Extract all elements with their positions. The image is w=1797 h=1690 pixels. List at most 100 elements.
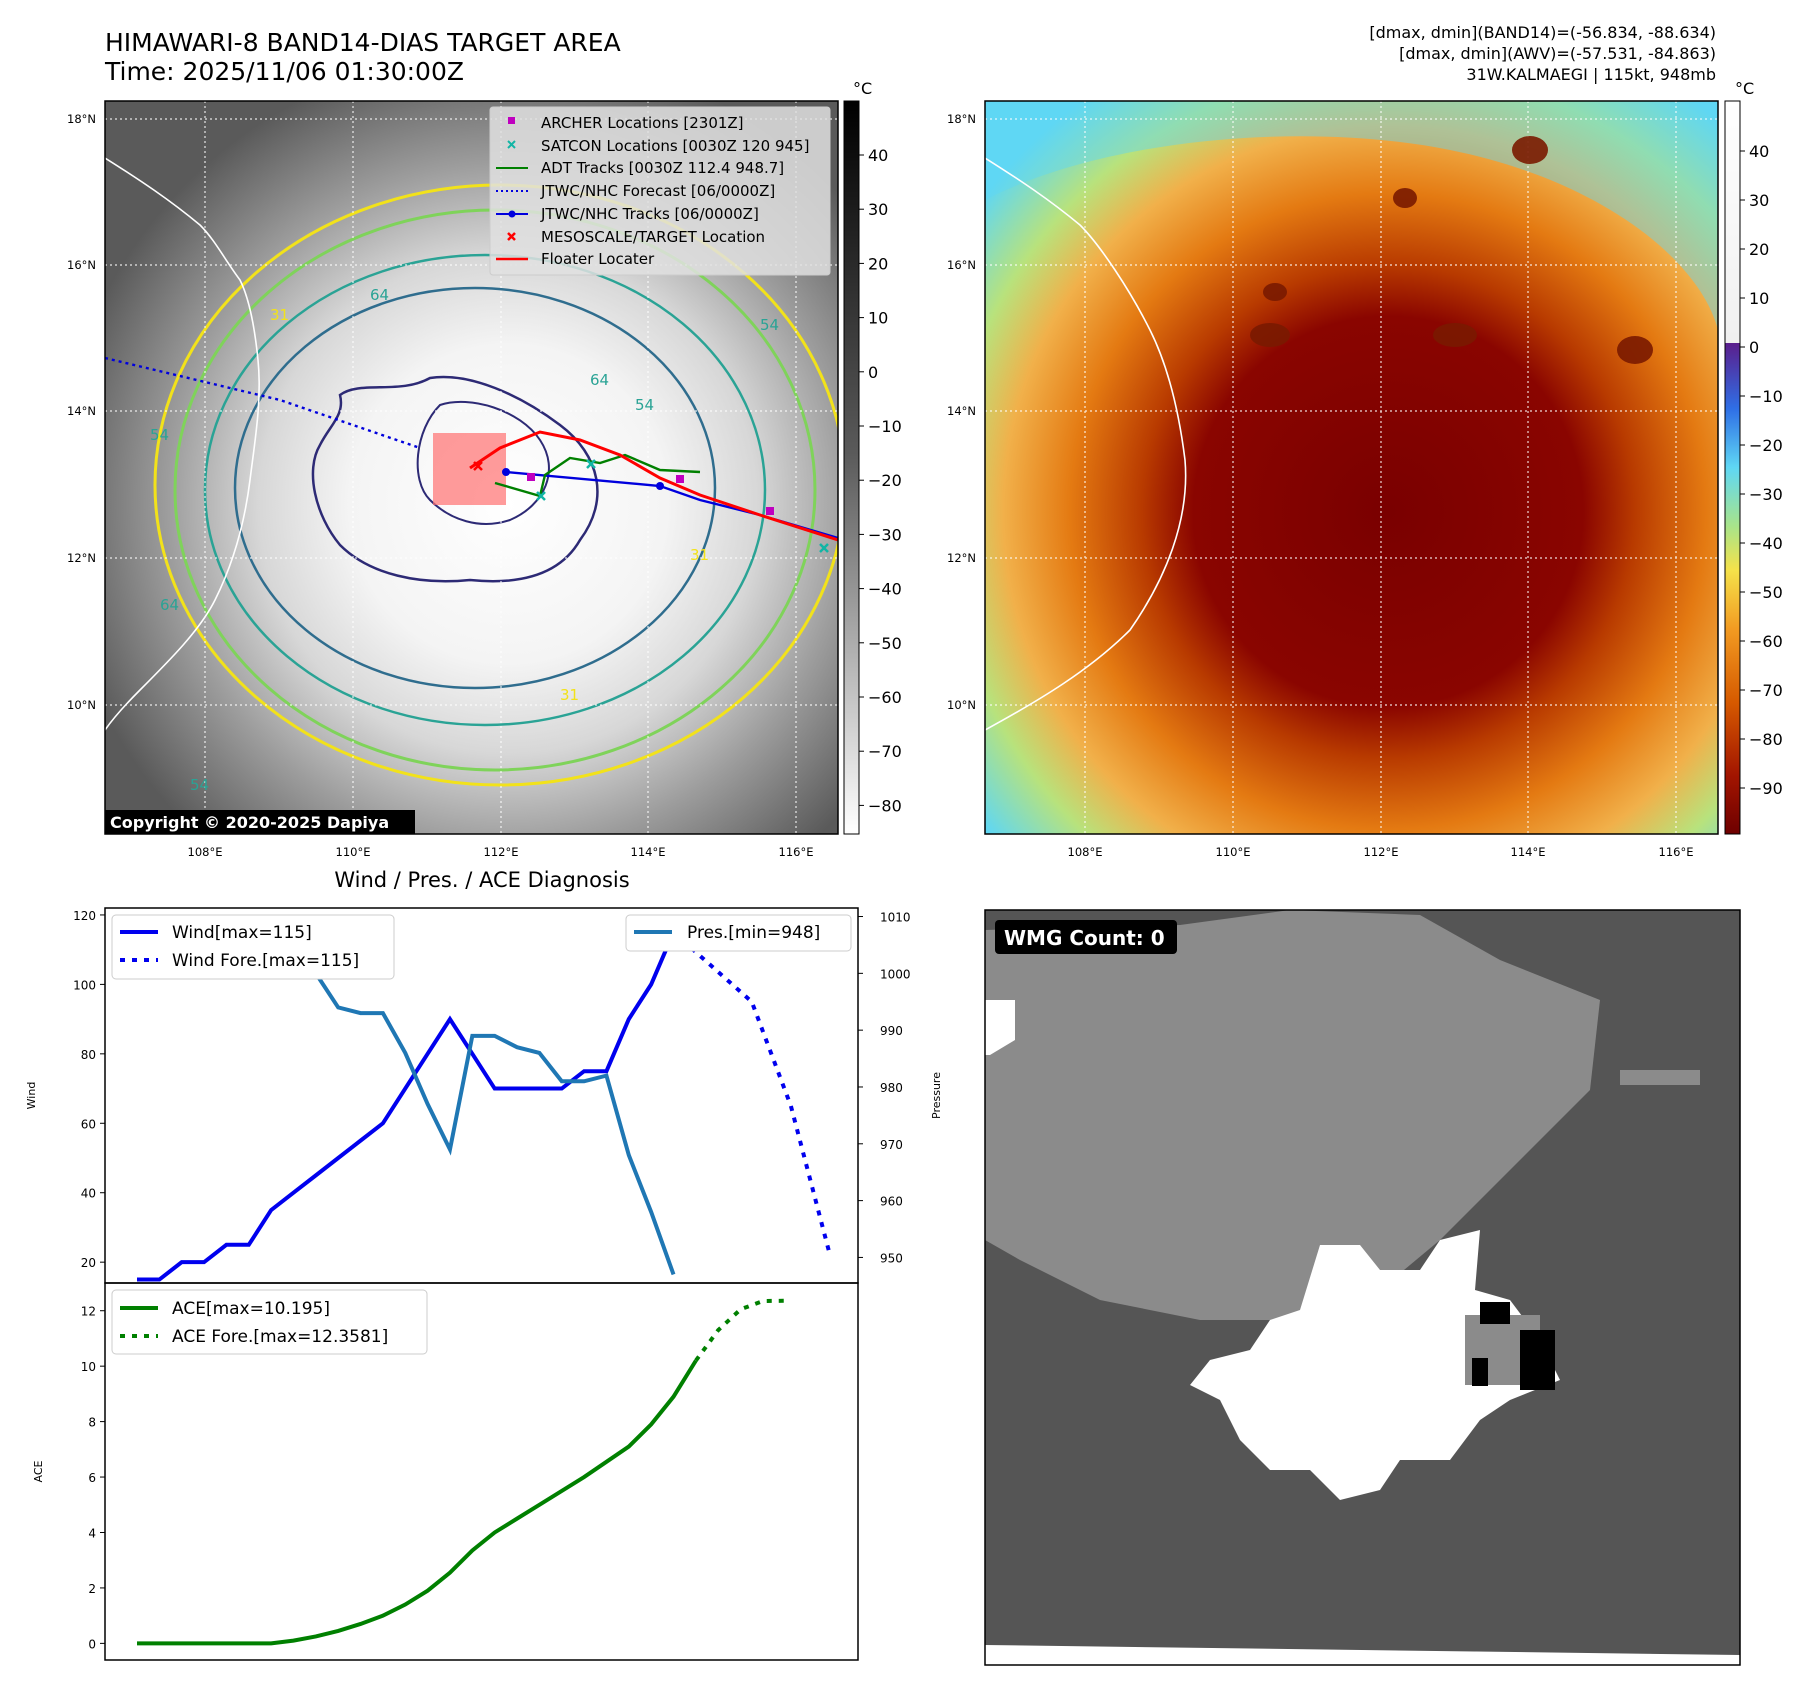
figure-title: HIMAWARI-8 BAND14-DIAS TARGET AREA (105, 28, 621, 57)
colorbar-tick-label: 10 (1749, 289, 1769, 308)
awv-coastline (985, 157, 1187, 731)
floater-track (469, 430, 838, 542)
lat-label: 12°N (67, 551, 96, 565)
pressure-tick-label: 980 (880, 1081, 903, 1095)
ace-tick-label: 2 (88, 1582, 96, 1596)
convective-cell (1433, 323, 1477, 347)
colorbar-tick-label: −40 (1749, 534, 1783, 553)
legend-jtwc-point (508, 210, 516, 218)
wind-forecast-legend-label: Wind Fore.[max=115] (172, 951, 359, 971)
wmg-frame (984, 909, 1741, 1666)
colorbar-tick-label: −50 (1749, 583, 1783, 602)
wind-tick-label: 20 (81, 1256, 96, 1270)
lon-label: 114°E (631, 845, 666, 859)
wmg-white-patch (985, 1000, 1015, 1055)
colorbar-tick-label: 30 (1749, 191, 1769, 210)
colorbar-tick-label: −20 (1749, 436, 1783, 455)
legend-mesoscale-swatch (507, 232, 516, 241)
ace-forecast-line (694, 1298, 786, 1362)
lat-label: 10°N (947, 698, 976, 712)
colorbar-tick-label: −40 (868, 580, 902, 599)
wmg-core-black (1480, 1302, 1510, 1324)
wind-legend-box (111, 914, 395, 980)
ace-tick-label: 12 (81, 1305, 96, 1319)
awv-satellite-image (985, 101, 1718, 834)
pressure-tick-label: 970 (880, 1138, 903, 1152)
floater-box (433, 433, 506, 505)
legend-mesoscale-label: MESOSCALE/TARGET Location (541, 228, 765, 246)
legend-adt-label: ADT Tracks [0030Z 112.4 948.7] (541, 159, 784, 177)
lat-label: 18°N (947, 112, 976, 126)
colorbar-tick-label: 40 (1749, 142, 1769, 161)
legend-floater-label: Floater Locater (541, 250, 655, 268)
ace-legend-box (111, 1289, 428, 1355)
mesoscale-marker (473, 461, 483, 471)
contour-label: 54 (150, 426, 169, 444)
diag-title: Wind / Pres. / ACE Diagnosis (334, 868, 629, 892)
figure-time: Time: 2025/11/06 01:30:00Z (104, 57, 464, 86)
satcon-marker (586, 459, 596, 469)
colorbar-tick-label: −10 (1749, 387, 1783, 406)
convective-cell (1263, 283, 1287, 301)
ir-colorbar: °C 40 30 20 10 0 −10 −20 −30 −40 −50 −60 −70 −80 (843, 79, 902, 835)
colorbar-tick-label: −80 (868, 796, 902, 815)
wind-line (137, 931, 676, 1282)
contour-label: 64 (160, 596, 179, 614)
wmg-label-box (995, 920, 1177, 954)
wind-tick-label: 60 (81, 1117, 96, 1131)
info-storm: 31W.KALMAEGI | 115kt, 948mb (1466, 65, 1716, 84)
ir-colorbar-unit: °C (853, 79, 872, 98)
wind-tick-label: 40 (81, 1187, 96, 1201)
jtwc-track-point (656, 482, 664, 490)
lat-label: 14°N (947, 404, 976, 418)
ace-tick-label: 0 (88, 1637, 96, 1651)
colorbar-tick-label: −60 (868, 688, 902, 707)
info-band14: [dmax, dmin](BAND14)=(-56.834, -88.634) (1369, 23, 1716, 42)
colorbar-tick-label: −10 (868, 417, 902, 436)
legend-jtwc-label: JTWC/NHC Tracks [06/0000Z] (540, 205, 759, 223)
contour-label: 64 (370, 286, 389, 304)
contour-label: 31 (690, 546, 709, 564)
convective-cell (1250, 323, 1290, 347)
pressure-tick-label: 990 (880, 1024, 903, 1038)
lat-label: 18°N (67, 112, 96, 126)
wind-legend-label: Wind[max=115] (172, 923, 312, 943)
lon-label: 110°E (336, 845, 371, 859)
wind-forecast-line (672, 930, 832, 1256)
wmg-light-region (1190, 1230, 1560, 1500)
legend-archer-label: ARCHER Locations [2301Z] (541, 114, 744, 132)
info-awv: [dmax, dmin](AWV)=(-57.531, -84.863) (1399, 44, 1716, 63)
colorbar-tick-label: −80 (1749, 730, 1783, 749)
contour-inner (416, 400, 550, 525)
contour-cold-core (311, 375, 599, 583)
colorbar-tick-label: −60 (1749, 632, 1783, 651)
legend-satcon-swatch (507, 140, 516, 149)
ace-axes-frame (104, 1282, 859, 1661)
ace-tick-label: 6 (88, 1471, 96, 1485)
pressure-tick-label: 1010 (880, 911, 911, 925)
copyright-text: Copyright © 2020-2025 Dapiya (110, 813, 389, 832)
awv-map-frame (984, 100, 1719, 835)
wmg-core-black (1520, 1330, 1555, 1390)
lat-label: 12°N (947, 551, 976, 565)
colorbar-tick-label: 0 (1749, 338, 1759, 357)
awv-map-panel: 18°N 16°N 14°N 12°N 10°N 108°E 110°E 112… (947, 100, 1719, 859)
colorbar-tick-label: 20 (868, 254, 888, 273)
wmg-panel: WMG Count: 0 (984, 909, 1741, 1666)
lat-label: 10°N (67, 698, 96, 712)
awv-gridlines (985, 101, 1718, 834)
ace-forecast-legend-label: ACE Fore.[max=12.3581] (172, 1327, 388, 1347)
contour-label: 31 (560, 686, 579, 704)
colorbar-tick-label: −20 (868, 471, 902, 490)
lon-label: 116°E (1659, 845, 1694, 859)
colorbar-tick-label: 20 (1749, 240, 1769, 259)
awv-colorbar: °C 40 30 20 10 0 −10 −20 −30 −40 −50 −60 −70 −80 −90 (1724, 79, 1783, 835)
legend-box (489, 106, 831, 276)
convective-cell (1393, 188, 1417, 208)
legend-forecast-label: JTWC/NHC Forecast [06/0000Z] (540, 182, 775, 200)
satcon-marker (536, 491, 546, 501)
lat-label: 16°N (67, 258, 96, 272)
wind-axis-label: Wind (25, 1082, 38, 1110)
convective-cell (1617, 336, 1653, 364)
